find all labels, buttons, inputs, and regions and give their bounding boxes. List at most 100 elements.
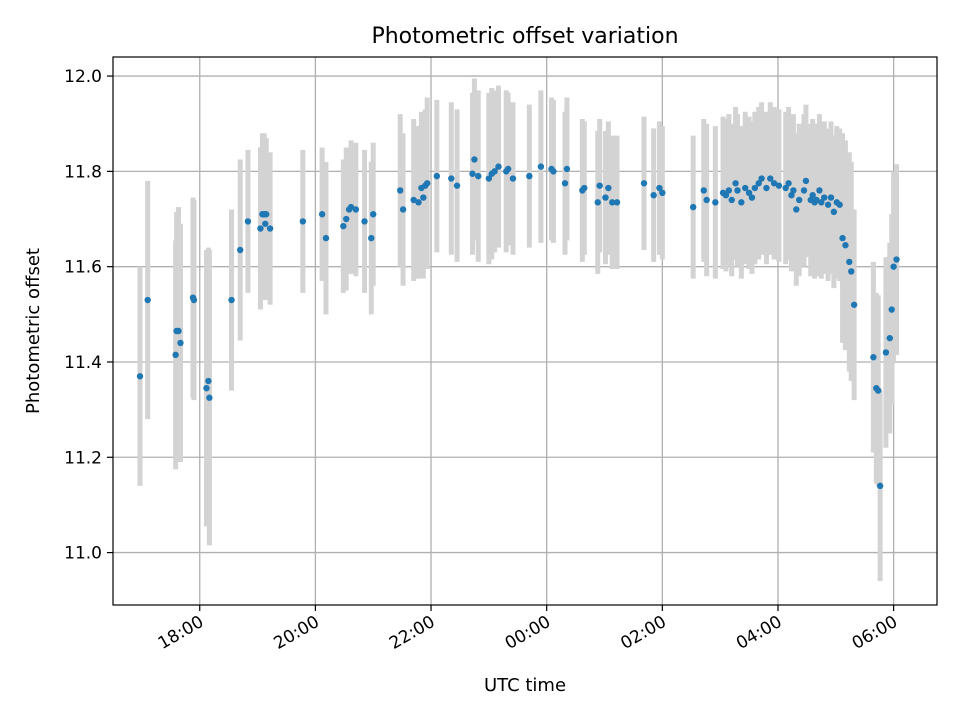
data-point — [850, 301, 858, 308]
data-point — [748, 194, 756, 201]
y-tick-label: 12.0 — [64, 67, 102, 87]
data-point — [793, 206, 800, 213]
data-point — [340, 222, 347, 230]
data-point — [266, 225, 274, 232]
data-point — [725, 187, 733, 194]
data-point — [448, 175, 455, 182]
data-point — [842, 242, 849, 249]
data-point — [561, 180, 569, 187]
data-point — [509, 175, 517, 182]
data-point — [263, 211, 270, 218]
data-point — [790, 187, 797, 194]
data-point — [650, 191, 657, 199]
data-point — [491, 168, 498, 175]
data-point — [596, 182, 603, 189]
data-point — [751, 184, 759, 192]
y-axis-ticks: 11.0 11.2 11.4 11.6 11.8 12.0 — [64, 67, 113, 564]
data-points — [136, 156, 900, 490]
data-point — [370, 211, 377, 218]
data-point — [453, 182, 461, 189]
data-point — [742, 184, 749, 192]
data-point — [237, 246, 244, 254]
data-point — [299, 218, 307, 225]
data-point — [136, 373, 144, 380]
data-point — [795, 196, 803, 204]
data-point — [782, 184, 789, 192]
data-point — [244, 218, 252, 225]
data-point — [763, 184, 770, 192]
data-point — [767, 175, 774, 182]
data-point — [594, 199, 601, 206]
data-point — [347, 203, 355, 211]
data-point — [818, 199, 825, 206]
chart-title: Photometric offset variation — [371, 24, 678, 49]
data-point — [322, 234, 330, 242]
y-tick-label: 11.8 — [64, 162, 102, 182]
data-point — [882, 349, 890, 356]
data-point — [420, 194, 427, 201]
data-point — [876, 482, 884, 490]
data-point — [821, 194, 828, 201]
data-point — [602, 194, 609, 201]
data-point — [581, 184, 588, 192]
data-point — [816, 187, 823, 194]
data-point — [813, 196, 820, 204]
data-point — [526, 172, 533, 180]
y-axis-label: Photometric offset — [23, 248, 44, 414]
data-point — [175, 327, 182, 335]
data-point — [206, 394, 213, 401]
data-point — [144, 296, 151, 304]
data-point — [172, 351, 179, 359]
data-point — [728, 196, 735, 204]
data-point — [352, 206, 360, 213]
data-point — [722, 191, 730, 199]
data-point — [343, 215, 350, 223]
data-point — [177, 339, 184, 347]
data-point — [361, 218, 368, 225]
data-point — [613, 199, 621, 206]
data-point — [800, 187, 808, 194]
data-point — [504, 165, 512, 173]
data-point — [537, 163, 545, 170]
data-point — [318, 211, 326, 218]
y-tick-label: 11.2 — [64, 448, 102, 468]
data-point — [848, 268, 855, 275]
data-point — [433, 172, 441, 180]
data-point — [205, 377, 212, 385]
data-point — [846, 258, 853, 266]
data-point — [886, 334, 893, 342]
data-point — [839, 234, 846, 242]
data-point — [830, 208, 838, 216]
data-point — [836, 201, 843, 208]
data-point — [495, 163, 502, 170]
y-tick-label: 11.4 — [64, 353, 102, 373]
data-point — [656, 184, 663, 192]
data-point — [893, 256, 900, 263]
data-point — [257, 225, 264, 232]
data-point — [703, 196, 710, 204]
data-point — [827, 194, 835, 201]
data-point — [890, 263, 897, 270]
data-point — [609, 199, 616, 206]
data-point — [888, 306, 895, 313]
data-point — [203, 384, 210, 392]
y-tick-label: 11.6 — [64, 258, 102, 278]
data-point — [415, 199, 422, 206]
y-tick-label: 11.0 — [64, 544, 102, 564]
data-point — [228, 296, 235, 304]
data-point — [190, 296, 198, 304]
plot-frame — [112, 56, 938, 606]
data-point — [870, 354, 877, 361]
data-point — [471, 156, 478, 163]
data-point — [475, 172, 482, 180]
data-point — [734, 187, 741, 194]
data-point — [712, 199, 719, 206]
x-axis-label: UTC time — [484, 675, 566, 696]
data-point — [802, 177, 810, 185]
data-point — [368, 234, 375, 242]
data-point — [550, 168, 557, 175]
data-point — [785, 180, 792, 187]
data-point — [824, 201, 832, 208]
data-point — [732, 180, 739, 187]
